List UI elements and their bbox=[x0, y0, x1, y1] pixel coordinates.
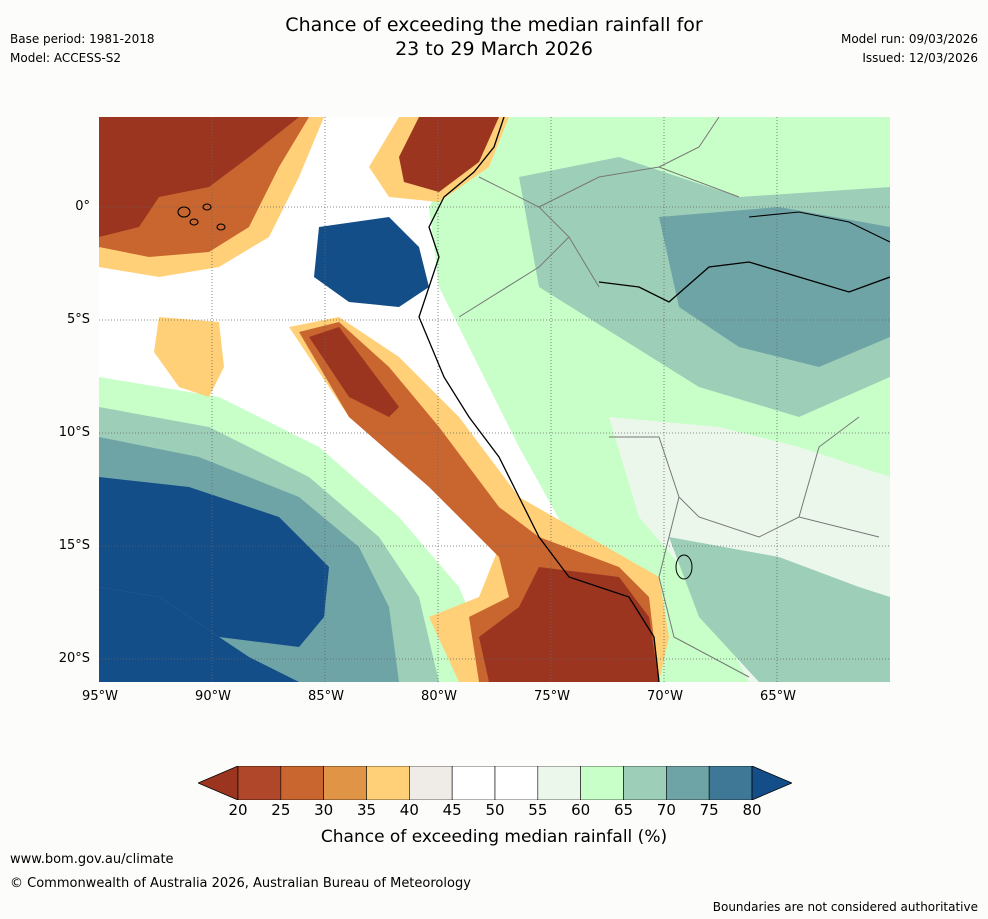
coastline bbox=[418, 117, 660, 682]
amazon-river bbox=[598, 261, 890, 303]
issued-label: Issued: 12/03/2026 bbox=[862, 51, 978, 65]
contour-20-northwest bbox=[99, 117, 299, 237]
colorbar-box bbox=[451, 766, 496, 800]
colorbar-tick-label: 25 bbox=[271, 801, 291, 819]
colorbar-box bbox=[366, 766, 410, 800]
page-title: Chance of exceeding the median rainfall … bbox=[0, 13, 988, 61]
colorbar-box bbox=[623, 766, 667, 800]
colorbar-tick-label: 75 bbox=[699, 801, 719, 819]
colorbar-box bbox=[708, 766, 753, 800]
rainfall-map bbox=[99, 117, 890, 682]
contour-70-land-south bbox=[669, 537, 890, 682]
contour-80-ocean-south bbox=[99, 477, 329, 647]
contour-25-colombia bbox=[399, 117, 499, 192]
lon-label-75w: 75°W bbox=[534, 689, 570, 704]
colorbar-box bbox=[237, 766, 282, 800]
colorbar-arrow-high bbox=[751, 766, 792, 800]
lat-label-20s: 20°S bbox=[58, 651, 90, 666]
disclaimer-text: Boundaries are not considered authoritat… bbox=[712, 900, 978, 914]
colorbar-tick-label: 45 bbox=[442, 801, 462, 819]
colorbar-box bbox=[409, 766, 453, 800]
base-period-label: Base period: 1981-2018 bbox=[10, 32, 155, 46]
title-line-1: Chance of exceeding the median rainfall … bbox=[285, 14, 703, 36]
colorbar-tick-label: 40 bbox=[399, 801, 419, 819]
lon-label-90w: 90°W bbox=[195, 689, 231, 704]
colorbar-tick-label: 60 bbox=[571, 801, 591, 819]
lat-label-10s: 10°S bbox=[58, 425, 90, 440]
title-line-2: 23 to 29 March 2026 bbox=[395, 38, 593, 60]
lake-titicaca bbox=[675, 554, 693, 580]
graticule bbox=[99, 117, 890, 682]
colorbar-tick-label: 30 bbox=[314, 801, 334, 819]
copyright-text: © Commonwealth of Australia 2026, Austra… bbox=[10, 876, 471, 891]
colorbar-tick-label: 35 bbox=[356, 801, 377, 819]
colorbar-box bbox=[323, 766, 367, 800]
colorbar-tick-label: 65 bbox=[613, 801, 634, 819]
lon-label-85w: 85°W bbox=[308, 689, 344, 704]
colorbar-title: Chance of exceeding median rainfall (%) bbox=[320, 827, 668, 847]
model-run-label: Model run: 09/03/2026 bbox=[840, 32, 978, 46]
colorbar-box bbox=[537, 766, 581, 800]
model-label: Model: ACCESS-S2 bbox=[10, 51, 122, 65]
colorbar-box bbox=[280, 766, 324, 800]
colorbar-tick-label: 50 bbox=[485, 801, 505, 819]
colorbar-tick-label: 80 bbox=[742, 801, 762, 819]
colorbar bbox=[198, 766, 792, 800]
contour-25-peru-north bbox=[309, 327, 399, 417]
contour-40-galapagos-south bbox=[154, 317, 224, 397]
lat-label-5s: 5°S bbox=[66, 312, 90, 327]
lat-label-0: 0° bbox=[75, 199, 90, 214]
colorbar-box bbox=[580, 766, 624, 800]
rio-negro bbox=[748, 211, 890, 243]
contour-75-amazon bbox=[659, 207, 890, 367]
lat-label-15s: 15°S bbox=[58, 538, 90, 553]
lon-label-95w: 95°W bbox=[82, 689, 118, 704]
contour-80-ecuador bbox=[314, 217, 429, 307]
colorbar-box bbox=[494, 766, 539, 800]
galapagos-islands bbox=[177, 203, 226, 231]
lon-label-65w: 65°W bbox=[760, 689, 796, 704]
contour-80-ocean-southwest bbox=[99, 587, 299, 682]
country-boundaries bbox=[458, 117, 880, 678]
colorbar-tick-label: 20 bbox=[228, 801, 248, 819]
website-link[interactable]: www.bom.gov.au/climate bbox=[10, 852, 174, 867]
colorbar-box bbox=[666, 766, 710, 800]
colorbar-tick-label: 55 bbox=[528, 801, 548, 819]
lon-label-80w: 80°W bbox=[421, 689, 457, 704]
colorbar-tick-label: 70 bbox=[656, 801, 676, 819]
lon-label-70w: 70°W bbox=[647, 689, 683, 704]
colorbar-arrow-low bbox=[198, 766, 239, 800]
contour-20-peru-south bbox=[479, 567, 659, 682]
